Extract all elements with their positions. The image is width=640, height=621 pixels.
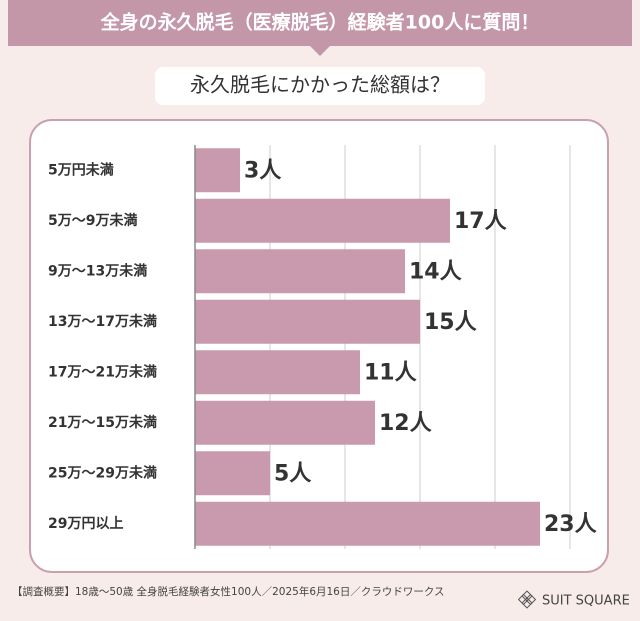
bar xyxy=(195,400,375,445)
y-tick-label: 5万円未満 xyxy=(48,161,114,178)
chart-title: 全身の永久脱毛（医療脱毛）経験者100人に質問！ xyxy=(100,11,540,34)
plot: 5万円未満 3人 5万～9万未満 17人 9万～13万未満 14人 13万～17万未満 15人… xyxy=(48,145,597,549)
value-label: 15人 xyxy=(424,310,477,335)
bar xyxy=(195,501,540,546)
y-tick-label: 21万～15万未満 xyxy=(48,414,157,431)
chart-subtitle: 永久脱毛にかかった総額は？ xyxy=(190,73,450,97)
subtitle-box xyxy=(155,67,485,105)
value-label: 12人 xyxy=(379,411,432,436)
value-label: 5人 xyxy=(274,461,311,486)
bar xyxy=(195,249,405,294)
bar xyxy=(195,198,450,243)
bar xyxy=(195,299,420,344)
y-tick-label: 9万～13万未満 xyxy=(48,262,147,279)
chart-card xyxy=(29,119,609,573)
footer-note: 【調査概要】18歳～50歳 全身脱毛経験者女性100人／2025年6月16日／ク… xyxy=(12,585,445,598)
value-label: 14人 xyxy=(409,259,462,284)
bar xyxy=(195,350,360,395)
brand-name: SUIT SQUARE xyxy=(542,594,630,609)
bar xyxy=(195,451,270,496)
y-tick-label: 25万～29万未満 xyxy=(48,464,157,481)
y-tick-label: 13万～17万未満 xyxy=(48,313,157,330)
y-tick-label: 17万～21万未満 xyxy=(48,363,157,380)
banner-pointer xyxy=(310,46,330,56)
value-label: 17人 xyxy=(454,209,507,234)
bar xyxy=(195,148,240,193)
y-tick-label: 5万～9万未満 xyxy=(48,212,137,229)
value-label: 23人 xyxy=(544,512,597,537)
value-label: 3人 xyxy=(244,158,281,183)
y-tick-label: 29万円以上 xyxy=(48,516,123,532)
brand-logo xyxy=(517,590,537,609)
value-label: 11人 xyxy=(364,360,417,385)
title-banner xyxy=(8,0,632,46)
